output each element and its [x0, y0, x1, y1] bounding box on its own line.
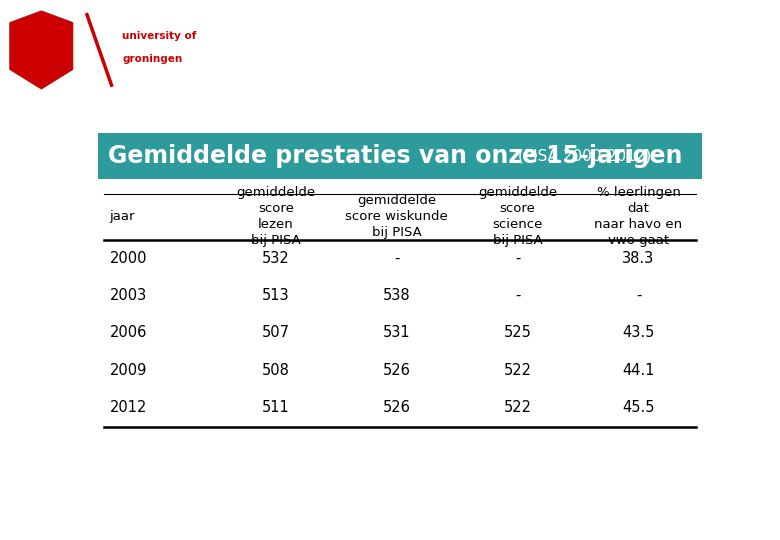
Text: 526: 526	[383, 363, 410, 378]
Polygon shape	[9, 11, 73, 89]
Text: groningen: groningen	[122, 55, 183, 64]
Text: gemiddelde
score wiskunde
bij PISA: gemiddelde score wiskunde bij PISA	[346, 194, 448, 239]
Text: -: -	[515, 251, 520, 266]
Text: 508: 508	[262, 363, 289, 378]
Text: 2006: 2006	[109, 326, 147, 341]
Text: 44.1: 44.1	[622, 363, 654, 378]
Text: 2012: 2012	[109, 400, 147, 415]
Text: 525: 525	[504, 326, 531, 341]
Text: 513: 513	[262, 288, 289, 303]
Text: 522: 522	[504, 363, 532, 378]
Text: 45.5: 45.5	[622, 400, 654, 415]
Text: 531: 531	[383, 326, 410, 341]
Text: 2009: 2009	[109, 363, 147, 378]
Text: 526: 526	[383, 400, 410, 415]
Text: 43.5: 43.5	[622, 326, 654, 341]
Text: -: -	[636, 288, 641, 303]
Text: jaar: jaar	[109, 210, 135, 223]
Text: 532: 532	[262, 251, 289, 266]
Text: % leerlingen
dat
naar havo en
vwo gaat: % leerlingen dat naar havo en vwo gaat	[594, 186, 682, 247]
Text: gemiddelde
score
lezen
bij PISA: gemiddelde score lezen bij PISA	[236, 186, 315, 247]
Text: -: -	[515, 288, 520, 303]
Text: 511: 511	[262, 400, 289, 415]
Text: 2003: 2003	[109, 288, 147, 303]
Text: 538: 538	[383, 288, 410, 303]
Text: 2000: 2000	[109, 251, 147, 266]
Text: 38.3: 38.3	[622, 251, 654, 266]
Text: university of: university of	[122, 31, 197, 41]
Text: (PISA 2000-2012): (PISA 2000-2012)	[518, 149, 651, 164]
Bar	[98, 133, 702, 179]
Text: 522: 522	[504, 400, 532, 415]
Text: -: -	[394, 251, 399, 266]
Text: 507: 507	[262, 326, 290, 341]
Text: gemiddelde
score
science
bij PISA: gemiddelde score science bij PISA	[478, 186, 557, 247]
Text: Gemiddelde prestaties van onze 15-jarigen: Gemiddelde prestaties van onze 15-jarige…	[108, 144, 682, 168]
